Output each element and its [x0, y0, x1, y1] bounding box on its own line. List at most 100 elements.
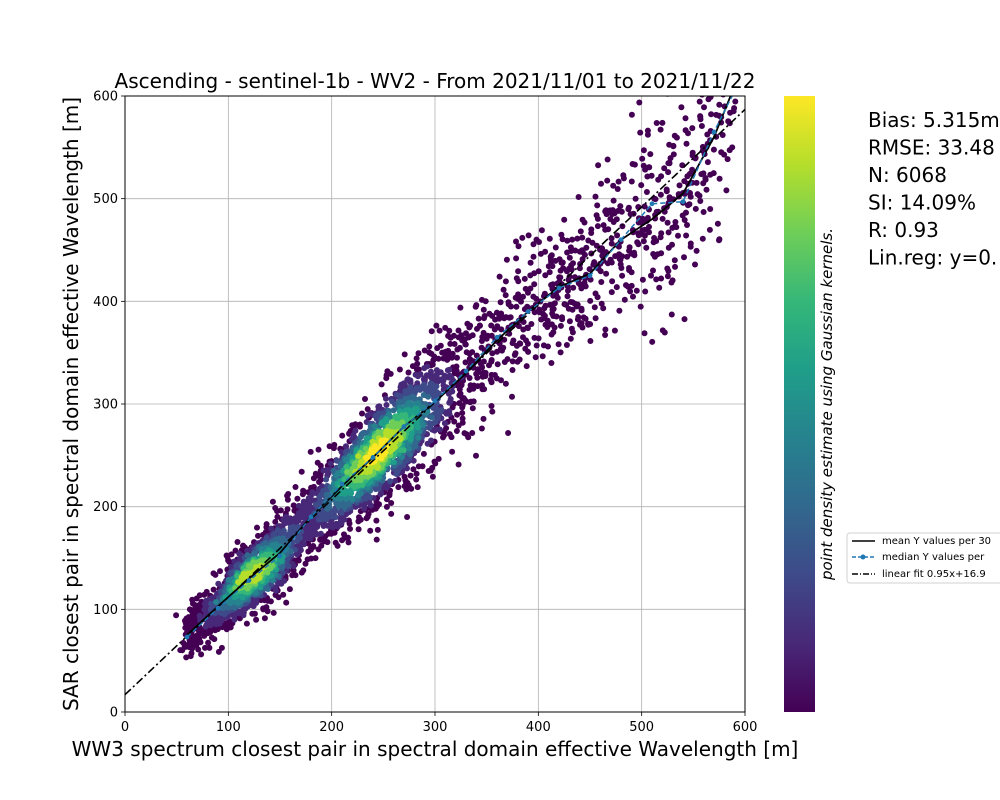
scatter-point [293, 525, 300, 532]
scatter-point [459, 410, 466, 416]
scatter-point [317, 462, 324, 469]
scatter-point [472, 303, 479, 310]
scatter-point [338, 449, 345, 455]
scatter-point [392, 477, 399, 484]
scatter-point [349, 496, 356, 503]
scatter-point [575, 280, 582, 287]
scatter-point [482, 298, 489, 305]
scatter-point [290, 563, 297, 570]
scatter-point [552, 244, 559, 251]
scatter-point [373, 536, 380, 543]
scatter-point [525, 232, 532, 239]
scatter-point [337, 515, 344, 522]
scatter-point [610, 197, 617, 204]
scatter-point [577, 228, 584, 235]
scatter-point [444, 367, 451, 374]
scatter-point [593, 212, 600, 219]
scatter-point [569, 236, 576, 243]
scatter-point [509, 340, 516, 347]
scatter-point [531, 334, 538, 341]
scatter-point [503, 256, 510, 263]
stats-line: R: 0.93 [868, 218, 939, 242]
scatter-point [396, 366, 403, 373]
y-axis-ticks: 0 100 200 300 400 500 600 [93, 90, 125, 721]
scatter-point [420, 450, 427, 457]
scatter-point [294, 495, 301, 502]
scatter-point [689, 125, 696, 132]
scatter-point [618, 208, 625, 215]
scatter-point [627, 211, 634, 218]
scatter-point [666, 159, 673, 166]
scatter-point [339, 432, 346, 439]
scatter-point [539, 310, 546, 317]
scatter-point [685, 26, 691, 32]
scatter-point [206, 644, 213, 651]
scatter-point [614, 186, 621, 192]
scatter-point [274, 508, 281, 515]
stats-line: SI: 14.09% [868, 191, 976, 215]
scatter-point [407, 436, 414, 443]
scatter-point [315, 446, 322, 453]
y-tick-label: 600 [93, 90, 118, 105]
scatter-point [527, 272, 534, 279]
scatter-point [539, 353, 546, 360]
scatter-point [548, 360, 555, 366]
scatter-point [341, 531, 347, 538]
scatter-point [254, 524, 260, 531]
scatter-point [196, 592, 203, 599]
median-marker [649, 201, 655, 207]
scatter-point [317, 472, 324, 479]
scatter-point [289, 572, 296, 579]
median-marker [308, 514, 314, 520]
scatter-point [509, 393, 515, 400]
scatter-point [191, 609, 198, 615]
scatter-point [698, 171, 705, 178]
scatter-point [383, 503, 390, 510]
x-tick-label: 300 [423, 720, 448, 735]
scatter-point [301, 488, 308, 495]
scatter-point [523, 363, 530, 370]
scatter-point [277, 543, 284, 550]
scatter-point [225, 576, 232, 583]
scatter-point [561, 216, 568, 223]
scatter-point [233, 563, 240, 570]
scatter-point [488, 322, 495, 329]
scatter-point [205, 639, 212, 646]
scatter-point [649, 338, 656, 345]
scatter-point [715, 59, 721, 65]
scatter-point [707, 96, 714, 100]
scatter-point [261, 615, 268, 622]
y-axis-label: SAR closest pair in spectral domain effe… [59, 97, 83, 711]
scatter-point [515, 268, 522, 275]
scatter-point [695, 58, 701, 64]
scatter-point [710, 146, 717, 153]
scatter-point [278, 580, 284, 587]
scatter-point [223, 620, 230, 627]
scatter-point [723, 187, 730, 194]
scatter-point [310, 543, 317, 550]
scatter-point [640, 147, 647, 154]
scatter-point [307, 448, 314, 455]
scatter-point [387, 478, 394, 485]
scatter-point [653, 238, 660, 244]
scatter-point [696, 98, 703, 105]
scatter-point [470, 382, 477, 389]
scatter-point [548, 331, 555, 338]
scatter-point [603, 211, 610, 218]
scatter-point [637, 129, 644, 136]
scatter-point [644, 131, 651, 138]
scatter-point [218, 644, 225, 651]
scatter-point [579, 234, 586, 241]
scatter-point [473, 352, 480, 359]
scatter-point [412, 443, 419, 450]
scatter-point [428, 414, 435, 421]
scatter-point [542, 272, 549, 279]
scatter-point [513, 238, 519, 245]
scatter-point [227, 570, 234, 576]
scatter-point [592, 315, 599, 322]
scatter-point [591, 259, 598, 266]
scatter-point [587, 321, 594, 328]
scatter-point [716, 101, 723, 108]
scatter-point [568, 266, 575, 273]
scatter-point [469, 405, 476, 412]
